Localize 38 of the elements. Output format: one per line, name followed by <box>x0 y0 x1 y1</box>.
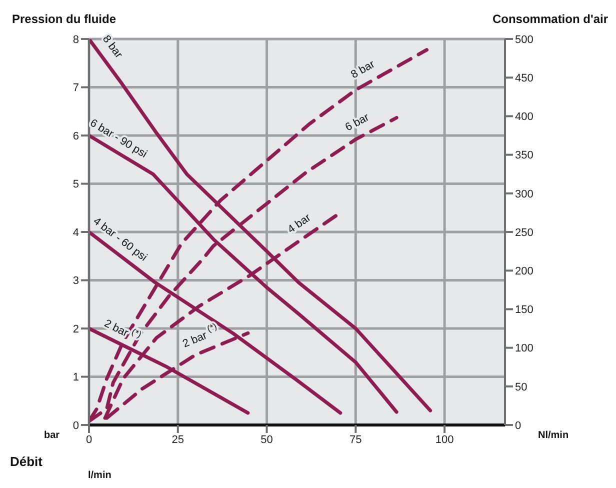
x-tick-label: 0 <box>86 434 92 446</box>
y2-tick-label: 150 <box>515 304 534 316</box>
y-tick-label: 8 <box>72 34 79 46</box>
text: 6 bar <box>343 111 372 134</box>
y-tick-label: 3 <box>72 275 79 288</box>
y2-tick-label: 50 <box>515 381 528 394</box>
y2-tick-label: 500 <box>515 34 534 46</box>
y2-tick-label: 300 <box>515 188 534 200</box>
y-tick-label: 4 <box>72 226 79 239</box>
y2-tick-label: 450 <box>515 72 534 85</box>
text: bar <box>44 430 60 441</box>
x-tick-label: 25 <box>172 434 184 446</box>
text: l/min <box>88 470 112 481</box>
text: 8 bar <box>100 33 125 61</box>
y-axis-title: Pression du fluide <box>12 12 116 26</box>
y2-tick-label: 100 <box>515 342 534 355</box>
y2-tick-label: 250 <box>515 226 534 239</box>
text: 8 bar <box>349 58 378 82</box>
text: 6 bar - 90 psi <box>88 117 149 161</box>
y-tick-label: 0 <box>72 420 79 432</box>
y-tick-label: 2 <box>72 323 79 336</box>
y2-axis-title: Consommation d'air <box>492 12 608 26</box>
text: 4 bar <box>286 212 314 236</box>
text: Nl/min <box>538 430 569 441</box>
text: 4 bar - 60 psi <box>90 215 150 264</box>
x-tick-label: 75 <box>350 434 362 446</box>
y2-tick-label: 200 <box>515 266 534 278</box>
y-tick-label: 6 <box>72 130 79 142</box>
y2-tick-label: 0 <box>515 420 522 432</box>
text: 2 bar $^{(*)}$ <box>181 321 218 350</box>
x-tick-label: 50 <box>260 434 273 446</box>
x-axis-title: Débit <box>10 454 42 469</box>
y-tick-label: 1 <box>72 372 79 384</box>
y2-tick-label: 400 <box>515 111 534 124</box>
y2-tick-label: 350 <box>515 150 534 162</box>
x-tick-label: 100 <box>435 434 454 446</box>
y-tick-label: 5 <box>72 178 79 191</box>
y-tick-label: 7 <box>72 82 79 94</box>
